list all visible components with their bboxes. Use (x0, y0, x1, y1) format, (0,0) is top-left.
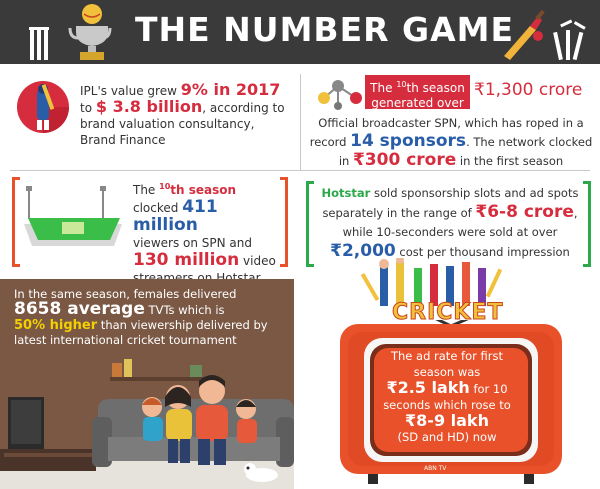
orange-bracket-right (280, 177, 288, 267)
trophy-icon (68, 4, 112, 60)
bat-ball-icon (504, 9, 545, 60)
living-room-panel: In the same season, females delivered 86… (0, 279, 294, 489)
stumps-icon (553, 19, 586, 60)
batsman-icon (17, 81, 69, 133)
tv-brand-label: ABN TV (424, 465, 447, 472)
cricket-logo: CRICKET (392, 300, 504, 326)
viewership-text: The 10th season clocked 411 million view… (133, 182, 276, 285)
horizontal-divider (10, 170, 590, 171)
stumps-icon (29, 27, 49, 60)
cricket-players-illustration (360, 258, 503, 306)
female-viewership-text: In the same season, females delivered 86… (14, 287, 268, 347)
header-banner: THE NUMBER GAME (0, 0, 600, 64)
ad-rate-text: The ad rate for first season was ₹2.5 la… (383, 349, 511, 444)
spn-broadcaster-text: Official broadcaster SPN, which has rope… (309, 116, 593, 170)
network-icon (318, 80, 362, 110)
season-amount: ₹1,300 crore (474, 80, 583, 100)
green-bracket-left (306, 181, 314, 267)
family-on-sofa-illustration (0, 279, 294, 489)
ipl-value-text: IPL's value grew 9% in 2017 to $ 3.8 bil… (80, 80, 285, 148)
stadium-icon (24, 186, 122, 246)
vertical-divider (300, 74, 301, 170)
orange-bracket-left (12, 177, 20, 267)
retro-tv-icon (340, 320, 562, 484)
green-bracket-right (583, 181, 591, 267)
page-title: THE NUMBER GAME (135, 10, 515, 49)
season-badge: The 10th season generated over (365, 75, 470, 110)
hotstar-text: Hotstar sold sponsorship slots and ad sp… (321, 186, 579, 261)
